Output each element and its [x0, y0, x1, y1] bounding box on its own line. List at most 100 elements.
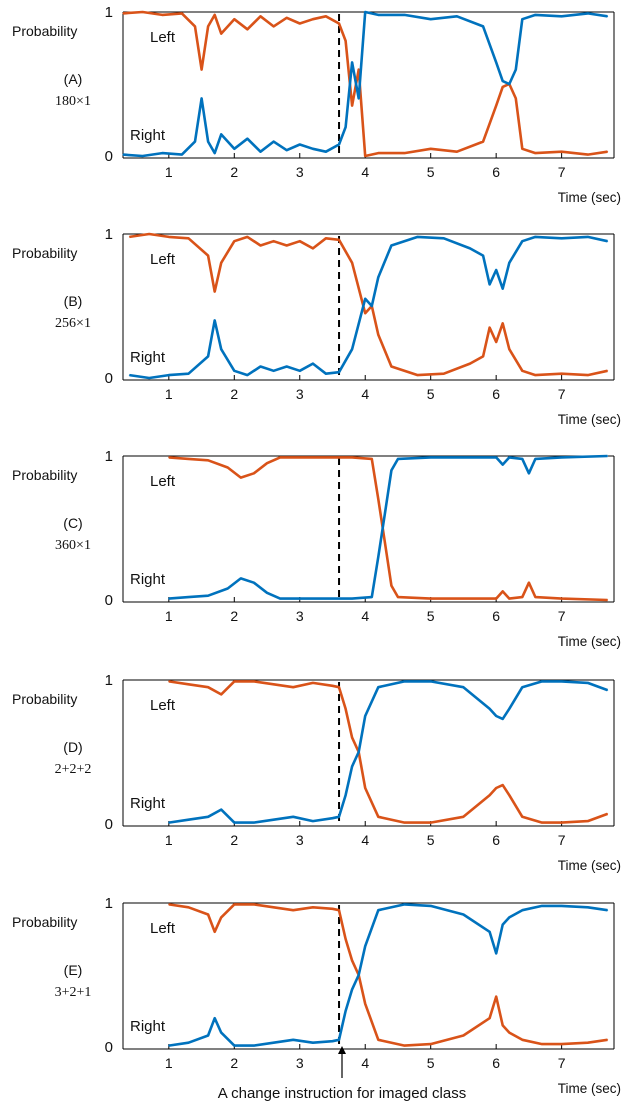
data-point-right [253, 582, 255, 584]
data-point-left [187, 683, 190, 685]
data-point-left [462, 1034, 464, 1037]
data-point-left [259, 244, 262, 247]
data-point-left [201, 69, 203, 71]
data-point-right [371, 305, 373, 307]
data-point-right [482, 25, 484, 27]
y-tick-label: 0 [105, 592, 113, 609]
data-point-left [312, 682, 314, 684]
data-point-left [495, 341, 497, 343]
data-point-right [273, 370, 275, 372]
data-point-right [521, 458, 523, 460]
data-point-left [561, 373, 563, 375]
x-tick-label: 1 [165, 832, 173, 848]
data-point-right [495, 952, 497, 955]
data-point-left [331, 685, 334, 687]
x-tick-label: 5 [427, 1055, 435, 1071]
data-point-right [351, 348, 353, 350]
data-point-left [325, 237, 327, 239]
data-point-right [253, 822, 255, 824]
data-point-left [403, 1045, 406, 1047]
panel-sublabel: 256×1 [55, 316, 91, 331]
data-point-left [606, 1039, 609, 1041]
data-point-left [364, 787, 366, 789]
x-tick-label: 4 [361, 1055, 369, 1071]
data-point-right [338, 1039, 340, 1041]
data-point-right [299, 370, 301, 372]
data-point-left [233, 240, 235, 242]
data-point-right [207, 141, 209, 143]
x-tick-label: 6 [492, 832, 500, 848]
data-point-right [246, 138, 248, 140]
data-point-left [495, 787, 497, 789]
data-point-right [233, 370, 235, 372]
data-point-left [521, 148, 523, 150]
data-point-right [220, 348, 222, 350]
data-point-right [187, 1042, 190, 1044]
data-point-right [142, 155, 144, 157]
data-point-left [220, 262, 222, 264]
data-point-left [214, 291, 216, 293]
data-point-left [292, 686, 294, 688]
y-axis-label: Probability [12, 691, 77, 707]
data-point-left [515, 97, 517, 99]
data-point-left [312, 247, 314, 249]
x-tick-label: 7 [558, 608, 566, 624]
data-point-right [292, 816, 294, 818]
data-point-right [345, 1010, 347, 1012]
data-point-right [443, 237, 445, 239]
data-point-left [266, 462, 268, 464]
data-point-right [377, 686, 379, 688]
data-point-right [364, 945, 366, 947]
data-point-left [534, 374, 537, 376]
bottom-annotation-group: A change instruction for imaged class [218, 1046, 466, 1102]
series-line-right [122, 10, 608, 158]
data-point-right [161, 152, 163, 154]
y-tick-label: 1 [105, 672, 113, 689]
data-point-right [508, 83, 510, 85]
data-point-left [561, 822, 563, 824]
x-tick-label: 6 [492, 164, 500, 180]
data-point-right [214, 1017, 216, 1019]
data-point-right [430, 905, 432, 907]
data-point-left [351, 960, 353, 962]
data-point-right [606, 240, 609, 242]
annotation-right: Right [130, 349, 166, 366]
data-point-right [214, 319, 216, 321]
data-point-right [462, 456, 464, 458]
data-point-left [390, 365, 392, 368]
data-point-right [168, 1045, 170, 1047]
x-axis-label: Time (sec) [558, 634, 621, 649]
data-point-right [128, 374, 131, 376]
data-point-left [403, 822, 406, 824]
x-tick-label: 5 [427, 832, 435, 848]
panel-label: (B) [64, 293, 83, 309]
data-point-left [541, 1043, 543, 1045]
y-tick-label: 0 [105, 370, 113, 387]
data-point-right [587, 906, 589, 908]
data-point-right [521, 909, 523, 911]
panel-b: 1 2 3 4 5 6 7 0 1 Probability Time (sec) (B) 256×1 Le… [12, 226, 621, 427]
x-tick-label: 1 [165, 608, 173, 624]
data-point-right [561, 237, 563, 239]
data-point-right [462, 913, 464, 916]
data-point-left [286, 17, 288, 19]
x-tick-label: 6 [492, 1055, 500, 1071]
x-tick-label: 1 [165, 1055, 173, 1071]
x-tick-label: 2 [230, 386, 238, 402]
data-point-left [587, 154, 589, 156]
data-point-right [312, 363, 314, 365]
data-point-left [273, 683, 275, 685]
series-line-right [129, 235, 608, 380]
x-tick-label: 3 [296, 832, 304, 848]
data-point-left [397, 596, 399, 598]
data-point-left [390, 585, 392, 587]
data-point-left [312, 18, 314, 20]
data-point-left [561, 1043, 563, 1045]
data-point-right [502, 464, 504, 466]
data-point-right [331, 817, 334, 819]
data-point-right [181, 154, 183, 156]
data-point-right [469, 247, 471, 249]
annotation-left: Left [150, 29, 176, 46]
data-point-left [227, 466, 229, 469]
